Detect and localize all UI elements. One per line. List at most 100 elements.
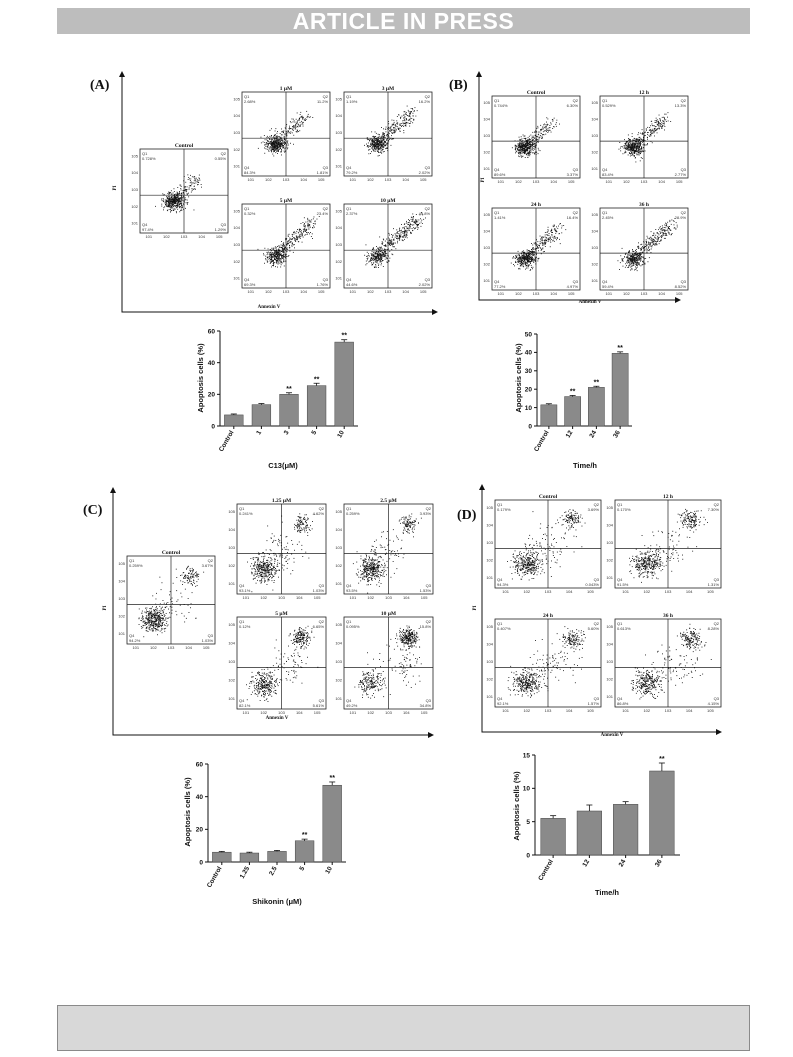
scatter-point (189, 180, 191, 181)
scatter-point (529, 261, 530, 263)
scatter-point (176, 197, 177, 199)
scatter-point (174, 194, 176, 196)
scatter-point (275, 149, 277, 151)
scatter-point (643, 136, 644, 138)
scatter-point (267, 147, 269, 149)
scatter-point (410, 117, 412, 119)
scatter-point (382, 134, 384, 136)
scatter-point (633, 156, 635, 157)
scatter-point (391, 243, 393, 245)
scatter-point (646, 249, 648, 251)
scatter-point (537, 246, 538, 248)
scatter-point (274, 145, 276, 147)
scatter-point (399, 123, 401, 125)
scatter-point (519, 152, 521, 154)
scatter-point (658, 229, 659, 231)
scatter-point (183, 201, 185, 203)
scatter-point (279, 254, 281, 256)
scatter-point (635, 249, 637, 250)
scatter-point (632, 139, 634, 141)
scatter-point (282, 140, 284, 141)
scatter-point (410, 232, 412, 234)
scatter-point (295, 238, 297, 240)
y-tick-label: 101 (335, 164, 342, 169)
scatter-point (533, 262, 535, 263)
scatter-point (534, 143, 536, 145)
scatter-point (277, 260, 279, 262)
scatter-point (524, 151, 526, 153)
flow-plot-title: Control (175, 143, 194, 149)
scatter-point (278, 138, 280, 140)
scatter-point (186, 189, 188, 190)
scatter-point (273, 151, 274, 153)
scatter-points (155, 174, 202, 214)
scatter-point (666, 229, 668, 231)
scatter-point (518, 259, 520, 261)
scatter-point (283, 130, 285, 132)
scatter-point (628, 138, 629, 139)
scatter-point (628, 251, 630, 253)
scatter-point (644, 247, 645, 248)
scatter-point (282, 243, 284, 245)
scatter-point (552, 236, 554, 238)
scatter-point (635, 253, 637, 255)
scatter-point (186, 199, 188, 201)
scatter-point (191, 182, 193, 184)
scatter-point (276, 141, 278, 143)
scatter-point (521, 144, 523, 145)
scatter-point (552, 232, 553, 233)
scatter-point (390, 137, 392, 139)
scatter-point (533, 252, 535, 254)
scatter-point (197, 179, 199, 181)
scatter-point (279, 246, 281, 248)
quadrant-q2-value: 16.2% (419, 99, 431, 104)
scatter-point (646, 136, 648, 138)
scatter-point (650, 135, 652, 137)
scatter-point (653, 233, 655, 235)
y-tick-label: 103 (233, 242, 240, 247)
scatter-point (551, 234, 553, 236)
scatter-point (382, 148, 384, 150)
scatter-point (174, 198, 176, 200)
scatter-point (305, 119, 307, 120)
scatter-point (403, 123, 405, 125)
scatter-point (192, 182, 194, 184)
scatter-point (409, 221, 411, 223)
scatter-point (266, 135, 268, 137)
scatter-point (654, 237, 656, 239)
scatter-point (173, 198, 174, 200)
scatter-point (518, 258, 520, 260)
scatter-point (175, 198, 176, 200)
scatter-point (289, 250, 291, 252)
scatter-point (280, 151, 282, 153)
scatter-point (364, 144, 365, 146)
scatter-point (537, 141, 539, 143)
scatter-point (173, 195, 175, 197)
scatter-point (269, 142, 271, 144)
scatter-point (374, 144, 376, 146)
scatter-point (379, 259, 381, 260)
scatter-point (555, 237, 557, 239)
scatter-point (527, 260, 529, 262)
scatter-point (267, 140, 268, 142)
scatter-point (522, 250, 524, 252)
scatter-point (630, 151, 632, 153)
scatter-point (532, 247, 534, 249)
scatter-point (283, 261, 285, 263)
scatter-point (650, 239, 652, 240)
scatter-point (389, 138, 391, 140)
scatter-point (518, 257, 519, 259)
scatter-point (287, 243, 288, 244)
scatter-point (380, 139, 382, 141)
scatter-point (373, 255, 375, 257)
scatter-point (374, 139, 376, 141)
scatter-point (643, 141, 644, 142)
scatter-point (539, 245, 540, 247)
scatter-point (640, 257, 642, 259)
scatter-point (394, 132, 396, 133)
scatter-point (288, 247, 290, 249)
scatter-point (638, 154, 640, 156)
scatter-point (518, 149, 520, 151)
scatter-point (276, 143, 278, 145)
scatter-point (517, 254, 519, 256)
